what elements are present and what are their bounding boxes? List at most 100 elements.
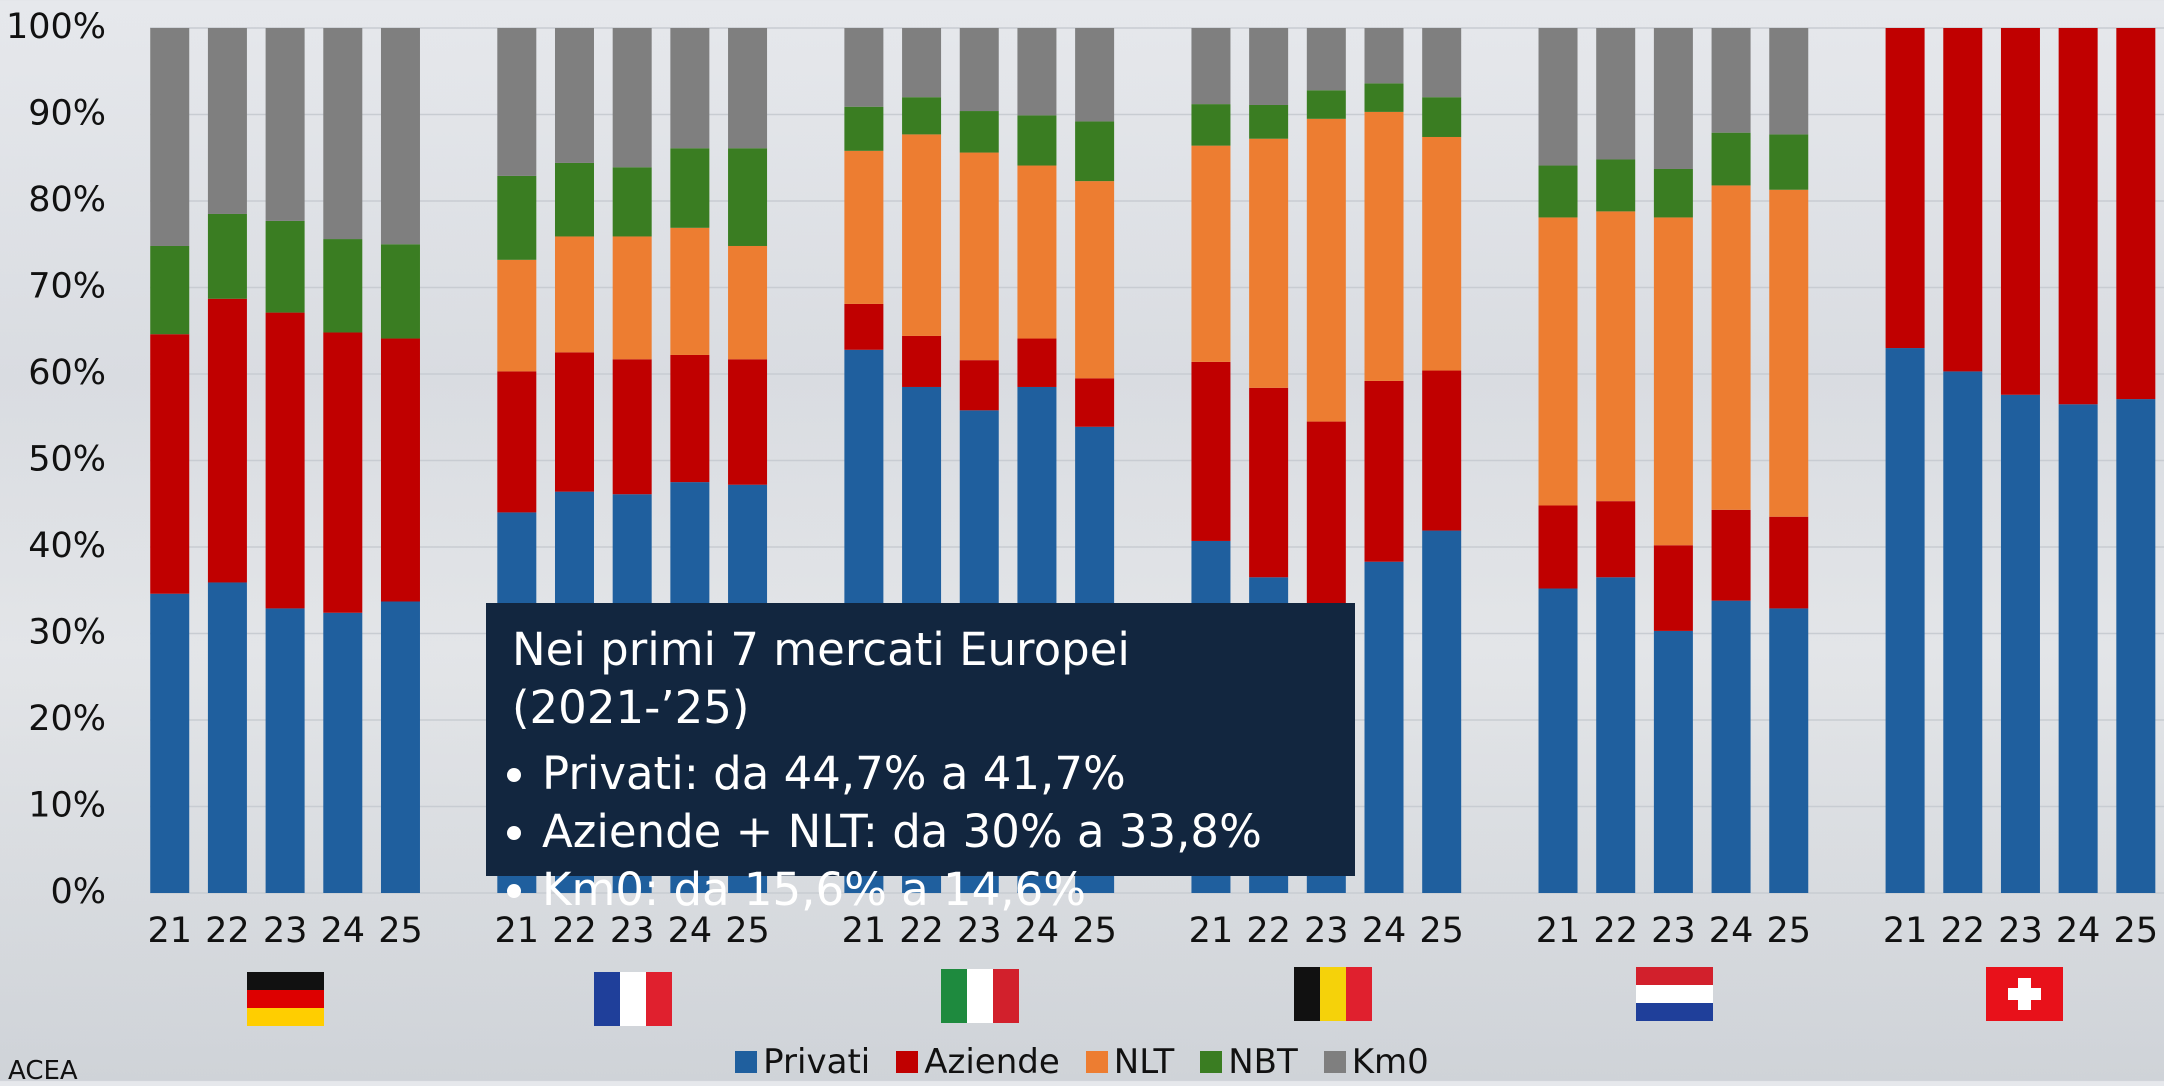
flag-switzerland <box>1986 967 2063 1021</box>
bar-segment <box>555 236 594 352</box>
flags <box>247 967 2063 1026</box>
legend-label: Privati <box>763 1042 870 1082</box>
bar-segment <box>844 151 883 304</box>
bar-segment <box>902 97 941 134</box>
bar-segment <box>266 608 305 893</box>
flag-germany <box>247 972 324 1026</box>
y-tick-label: 100% <box>6 7 106 47</box>
bar-segment <box>1017 166 1056 339</box>
bar-segment <box>960 153 999 361</box>
bar-segment <box>1249 28 1288 105</box>
bar-segment <box>1075 28 1114 121</box>
source: ACEA <box>8 1056 78 1086</box>
x-tick-label: 22 <box>1593 911 1638 951</box>
x-tick-label: 25 <box>1419 911 1464 951</box>
bar-segment <box>150 28 189 246</box>
bar-segment <box>1017 28 1056 115</box>
bar-segment <box>1596 577 1635 893</box>
bar-segment <box>323 332 362 612</box>
x-tick-label: 25 <box>1766 911 1811 951</box>
bar-segment <box>613 359 652 494</box>
y-tick-label: 30% <box>28 613 106 653</box>
bar-segment <box>2001 395 2040 893</box>
bar-segment <box>902 134 941 336</box>
annotation-box: Nei primi 7 mercati Europei (2021-’25) P… <box>486 603 1355 876</box>
y-tick-label: 0% <box>50 872 106 912</box>
bar-segment <box>670 228 709 355</box>
bar-segment <box>1712 28 1751 133</box>
y-tick-label: 60% <box>28 353 106 393</box>
bar-segment <box>1596 211 1635 501</box>
bar-segment <box>1654 545 1693 631</box>
bar-segment <box>1769 190 1808 517</box>
bar-segment <box>902 336 941 387</box>
bar-segment <box>1365 28 1404 83</box>
bar-segment <box>902 28 941 97</box>
bar-segment <box>1712 133 1751 186</box>
legend-swatch <box>1324 1051 1346 1073</box>
bar-segment <box>1365 83 1404 112</box>
bar-segment <box>1191 146 1230 362</box>
bar-segment <box>1654 169 1693 217</box>
annotation-list: Privati: da 44,7% a 41,7% Aziende + NLT:… <box>512 745 1329 919</box>
y-tick-label: 80% <box>28 180 106 220</box>
bar-segment <box>1017 115 1056 165</box>
bar-segment <box>1943 28 1982 371</box>
bar-segment <box>381 601 420 893</box>
bar-segment <box>1307 90 1346 119</box>
legend: PrivatiAziendeNLTNBTKm0 <box>0 1042 2164 1082</box>
bar-segment <box>1539 505 1578 588</box>
bar-segment <box>1422 137 1461 371</box>
bar-segment <box>670 28 709 148</box>
x-tick-label: 23 <box>1998 911 2043 951</box>
flag-italy <box>941 969 1019 1023</box>
flag-france <box>594 972 672 1026</box>
bar-segment <box>1422 531 1461 893</box>
annotation-bullet: Aziende + NLT: da 30% a 33,8% <box>542 803 1329 861</box>
bar-segment <box>1249 105 1288 139</box>
bar-segment <box>208 28 247 214</box>
bar-segment <box>381 339 420 602</box>
bar-segment <box>266 313 305 609</box>
flag-netherlands <box>1636 967 1713 1021</box>
bar-segment <box>1769 608 1808 893</box>
x-tick-label: 25 <box>2114 911 2159 951</box>
bar-segment <box>1539 589 1578 893</box>
x-tick-label: 21 <box>1883 911 1928 951</box>
bar-segment <box>1191 362 1230 541</box>
bar-segment <box>613 236 652 359</box>
bar-segment <box>844 28 883 107</box>
bar-segment <box>1886 28 1925 348</box>
page: {"chart_data": {"type": "stacked_bar", "… <box>0 0 2164 1081</box>
bar-segment <box>150 246 189 334</box>
bar-segment <box>1075 181 1114 378</box>
bar-segment <box>266 28 305 221</box>
annotation-title: Nei primi 7 mercati Europei (2021-’25) <box>512 621 1329 737</box>
bar-segment <box>1712 510 1751 601</box>
x-tick-label: 24 <box>2056 911 2101 951</box>
bar-segment <box>670 148 709 228</box>
y-tick-label: 90% <box>28 94 106 134</box>
bar-segment <box>1249 388 1288 577</box>
bar-segment <box>1769 134 1808 189</box>
legend-swatch <box>896 1051 918 1073</box>
bar-segment <box>497 176 536 260</box>
x-tick-label: 22 <box>205 911 250 951</box>
bar-segment <box>1422 97 1461 137</box>
bar-segment <box>1075 121 1114 181</box>
bar-segment <box>728 148 767 246</box>
bar-segment <box>2059 404 2098 893</box>
x-tick-label: 23 <box>1651 911 1696 951</box>
x-tick-label: 23 <box>263 911 308 951</box>
flag-belgium <box>1294 967 1372 1021</box>
bar-segment <box>728 359 767 484</box>
bar-segment <box>960 360 999 410</box>
bar-segment <box>1075 378 1114 426</box>
bar-segment <box>497 260 536 372</box>
bar-segment <box>844 304 883 350</box>
bar-segment <box>1422 28 1461 97</box>
legend-item: Privati <box>735 1042 870 1082</box>
bar-segment <box>208 299 247 583</box>
x-tick-label: 24 <box>1362 911 1407 951</box>
bar-segment <box>497 28 536 176</box>
